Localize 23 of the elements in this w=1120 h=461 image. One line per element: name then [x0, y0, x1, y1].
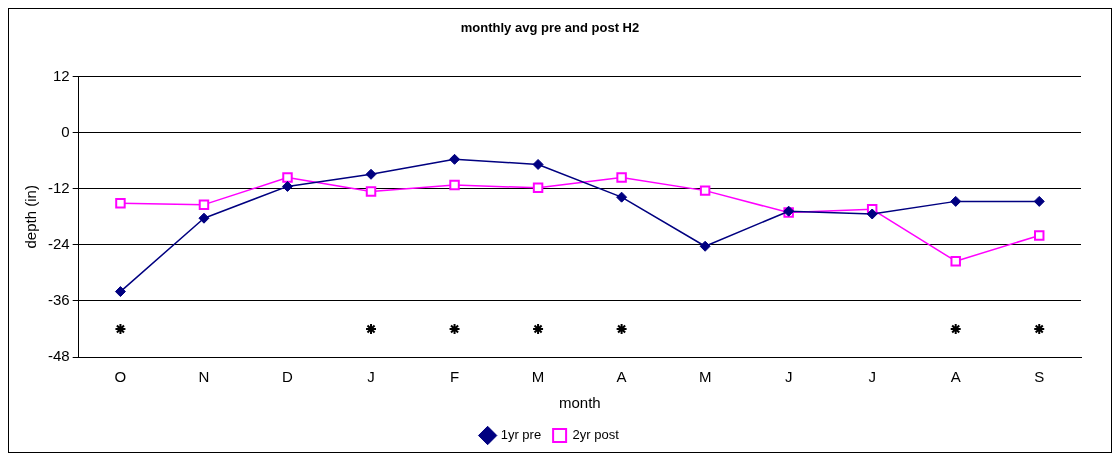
x-tick-label: J [868, 368, 876, 386]
x-tick-label: M [531, 368, 545, 386]
y-tick-label: -24 [47, 234, 70, 252]
y-tick-label: -48 [47, 347, 70, 365]
x-tick-label: M [698, 368, 712, 386]
x-tick-label: J [367, 368, 375, 386]
chart-title: monthly avg pre and post H2 [460, 20, 640, 36]
legend-label: 2yr post [572, 427, 620, 443]
y-axis-title: depth (in) [22, 185, 40, 249]
y-tick-label: 0 [61, 122, 70, 140]
x-tick-label: J [784, 368, 793, 386]
x-tick-label: A [950, 368, 961, 386]
x-tick-label: F [449, 368, 460, 386]
x-tick-label: O [114, 368, 127, 386]
x-tick-label: S [1034, 368, 1045, 386]
y-tick-label: -12 [47, 178, 70, 196]
x-tick-label: A [616, 368, 627, 386]
y-tick-label: 12 [52, 66, 70, 84]
x-axis-title: month [558, 394, 601, 412]
legend-label: 1yr pre [500, 427, 542, 443]
x-tick-label: N [198, 368, 210, 386]
x-tick-label: D [282, 368, 294, 386]
y-tick-label: -36 [47, 291, 70, 309]
